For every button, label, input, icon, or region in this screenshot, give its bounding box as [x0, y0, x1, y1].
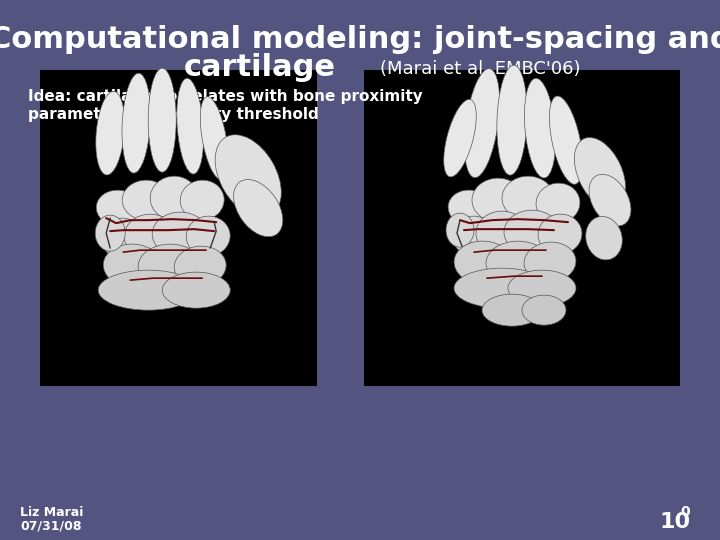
Text: 07/31/08: 07/31/08 — [20, 519, 81, 532]
Ellipse shape — [538, 214, 582, 254]
Ellipse shape — [148, 68, 176, 172]
Ellipse shape — [454, 241, 514, 285]
Ellipse shape — [150, 176, 198, 220]
Ellipse shape — [200, 97, 228, 180]
Ellipse shape — [444, 99, 476, 177]
Ellipse shape — [162, 272, 230, 308]
Ellipse shape — [96, 91, 125, 175]
Text: parameter:: parameter: — [28, 107, 130, 123]
Text: 10: 10 — [660, 512, 691, 532]
Ellipse shape — [96, 190, 140, 226]
Text: Computational modeling: joint-spacing and: Computational modeling: joint-spacing an… — [0, 25, 720, 55]
Ellipse shape — [100, 218, 144, 258]
Text: (Marai et al, EMBC'06): (Marai et al, EMBC'06) — [380, 60, 580, 78]
Ellipse shape — [549, 96, 582, 184]
Ellipse shape — [522, 295, 566, 325]
Text: 0: 0 — [680, 505, 690, 519]
Ellipse shape — [124, 214, 176, 258]
Ellipse shape — [103, 244, 163, 288]
Ellipse shape — [524, 242, 576, 282]
Ellipse shape — [95, 215, 125, 251]
Text: the proximity threshold: the proximity threshold — [110, 107, 319, 123]
Ellipse shape — [497, 65, 527, 175]
Ellipse shape — [215, 135, 282, 218]
Ellipse shape — [177, 78, 204, 174]
Bar — [40, 70, 317, 386]
Ellipse shape — [122, 73, 150, 173]
Ellipse shape — [446, 213, 474, 247]
Ellipse shape — [575, 138, 626, 209]
Ellipse shape — [476, 211, 528, 255]
Ellipse shape — [464, 69, 500, 178]
Ellipse shape — [122, 180, 170, 220]
Ellipse shape — [138, 244, 202, 288]
Ellipse shape — [536, 183, 580, 223]
Ellipse shape — [152, 212, 208, 256]
Ellipse shape — [486, 241, 550, 285]
Ellipse shape — [585, 217, 622, 260]
Text: cartilage: cartilage — [184, 53, 336, 83]
Bar — [364, 70, 680, 386]
Ellipse shape — [524, 78, 556, 178]
Ellipse shape — [98, 270, 198, 310]
Ellipse shape — [186, 216, 230, 256]
Ellipse shape — [589, 174, 631, 226]
Ellipse shape — [174, 246, 226, 286]
Ellipse shape — [454, 268, 550, 308]
Ellipse shape — [233, 179, 283, 237]
Text: p: p — [101, 107, 112, 123]
Ellipse shape — [482, 294, 542, 326]
Ellipse shape — [504, 210, 560, 254]
Text: Idea: cartilage correlates with bone proximity: Idea: cartilage correlates with bone pro… — [28, 90, 423, 105]
Ellipse shape — [472, 178, 524, 222]
Ellipse shape — [502, 176, 554, 220]
Ellipse shape — [180, 180, 224, 220]
Ellipse shape — [448, 190, 492, 226]
Ellipse shape — [452, 216, 496, 256]
Text: Liz Marai: Liz Marai — [20, 505, 84, 518]
Ellipse shape — [508, 270, 576, 306]
